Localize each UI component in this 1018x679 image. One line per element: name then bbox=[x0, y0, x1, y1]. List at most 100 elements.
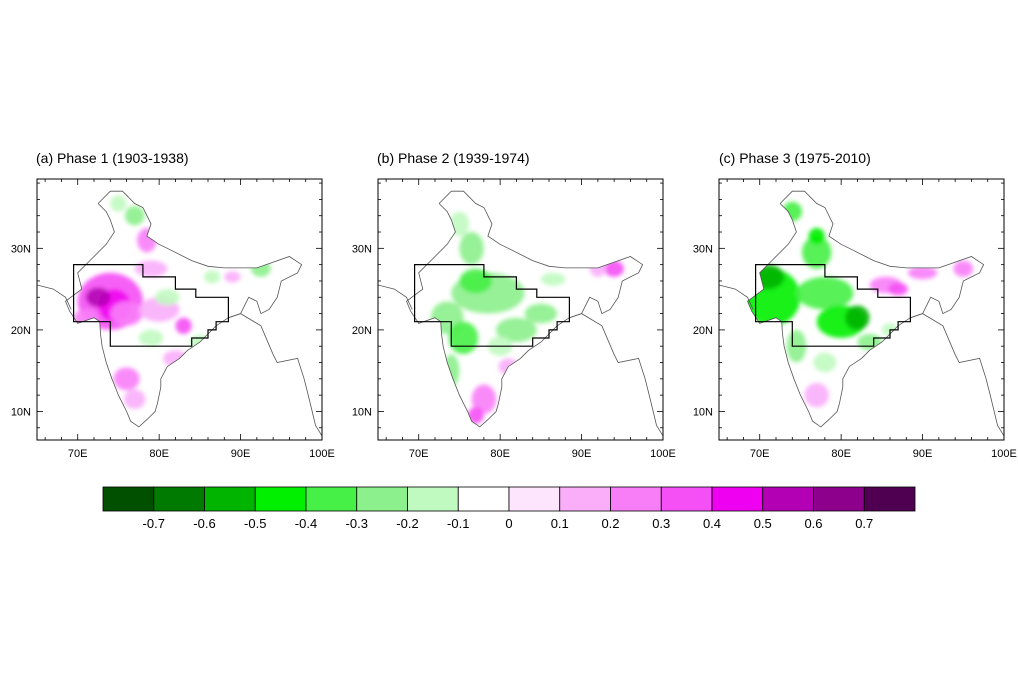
colorbar-label: -0.4 bbox=[295, 516, 317, 531]
lon-tick-label: 70E bbox=[68, 448, 88, 460]
lon-tick-label: 70E bbox=[409, 448, 429, 460]
colorbar-swatch bbox=[762, 486, 814, 512]
lat-tick-label: 10N bbox=[11, 406, 31, 418]
lat-tick-label: 10N bbox=[693, 406, 713, 418]
colorbar-swatch bbox=[102, 486, 155, 512]
anomaly-patch bbox=[907, 266, 938, 280]
anomaly-patch bbox=[467, 407, 484, 424]
colorbar-label: 0 bbox=[505, 516, 512, 531]
colorbar-swatch bbox=[559, 486, 611, 512]
anomaly-patch bbox=[175, 317, 192, 334]
colorbar-swatch bbox=[153, 486, 205, 512]
lat-tick-label: 30N bbox=[11, 243, 31, 255]
anomaly-patch bbox=[85, 287, 111, 308]
lon-tick-label: 80E bbox=[490, 448, 510, 460]
colorbar-swatch bbox=[610, 486, 662, 512]
lon-tick-label: 90E bbox=[913, 448, 933, 460]
lon-tick-label: 90E bbox=[231, 448, 251, 460]
anomaly-patch bbox=[110, 301, 143, 326]
panel-title: (c) Phase 3 (1975-2010) bbox=[719, 150, 871, 166]
coastline-west bbox=[718, 284, 754, 310]
anomaly-patch bbox=[804, 382, 829, 408]
panel-title: (a) Phase 1 (1903-1938) bbox=[36, 150, 189, 166]
colorbar-label: -0.6 bbox=[193, 516, 215, 531]
anomaly-patch bbox=[808, 227, 825, 245]
anomaly-patch bbox=[802, 236, 832, 269]
lat-tick-label: 20N bbox=[693, 325, 713, 337]
anomaly-patch bbox=[540, 272, 566, 286]
anomaly-patch bbox=[953, 260, 974, 277]
map-frame bbox=[718, 178, 1005, 441]
anomaly-patch bbox=[138, 329, 164, 347]
colorbar-label: -0.3 bbox=[346, 516, 368, 531]
colorbar-label: 0.7 bbox=[855, 516, 873, 531]
map-phase-3: 10N 20N 30N 70E 80E 90E 100E bbox=[693, 178, 1017, 460]
coastline-west bbox=[377, 284, 413, 310]
map-frame bbox=[377, 178, 664, 441]
lon-tick-label: 100E bbox=[991, 448, 1017, 460]
colorbar-swatch bbox=[305, 486, 358, 512]
anomaly-patch bbox=[124, 205, 145, 226]
colorbar-label: -0.2 bbox=[396, 516, 418, 531]
anomaly-patch bbox=[124, 389, 146, 410]
colorbar-swatch bbox=[508, 486, 561, 512]
anomaly-patch bbox=[155, 289, 180, 306]
axis-ticks bbox=[719, 179, 1005, 440]
coastline-east bbox=[228, 313, 323, 437]
anomaly-patch bbox=[524, 303, 558, 324]
coastline-east bbox=[569, 313, 664, 437]
lat-tick-label: 20N bbox=[352, 325, 372, 337]
coastline bbox=[747, 190, 985, 428]
colorbar-label: 0.4 bbox=[703, 516, 721, 531]
anomaly-patch bbox=[604, 260, 624, 277]
lon-tick-label: 80E bbox=[149, 448, 169, 460]
axis-ticks bbox=[37, 179, 323, 440]
anomaly-patch bbox=[471, 384, 497, 414]
colorbar-swatch bbox=[204, 486, 256, 512]
colorbar-label: 0.6 bbox=[804, 516, 822, 531]
map-phase-1: 10N 20N 30N 70E 80E 90E 100E bbox=[11, 178, 335, 460]
anomaly-patch bbox=[110, 195, 127, 212]
colorbar-swatch bbox=[863, 486, 916, 512]
colorbar-swatch bbox=[457, 486, 510, 512]
lat-tick-label: 30N bbox=[352, 243, 372, 255]
lat-tick-label: 20N bbox=[11, 325, 31, 337]
coastline-east bbox=[910, 313, 1005, 437]
colorbar-label: -0.7 bbox=[143, 516, 165, 531]
colorbar: -0.7 -0.6 -0.5 -0.4 -0.3 -0.2 -0.1 0 0.1 0.2 0.3 0.… bbox=[102, 486, 916, 531]
colorbar-swatch bbox=[254, 486, 307, 512]
colorbar-swatch bbox=[407, 486, 459, 512]
anomaly-patch bbox=[845, 305, 870, 330]
axis-ticks bbox=[378, 179, 664, 440]
colorbar-label: -0.5 bbox=[244, 516, 266, 531]
anomaly-patch bbox=[459, 232, 484, 265]
colorbar-label: -0.1 bbox=[447, 516, 469, 531]
lat-tick-label: 30N bbox=[693, 243, 713, 255]
lat-tick-label: 10N bbox=[352, 406, 372, 418]
colorbar-label: 0.1 bbox=[551, 516, 569, 531]
core-region-outline bbox=[754, 264, 912, 347]
panel-title: (b) Phase 2 (1939-1974) bbox=[377, 150, 530, 166]
lon-tick-label: 100E bbox=[650, 448, 676, 460]
lon-tick-label: 80E bbox=[831, 448, 851, 460]
lon-tick-label: 100E bbox=[309, 448, 335, 460]
map-phase-2: 10N 20N 30N 70E 80E 90E 100E bbox=[352, 178, 676, 460]
anomaly-patch bbox=[796, 276, 854, 310]
anomaly-patch bbox=[813, 352, 837, 373]
colorbar-label: 0.5 bbox=[754, 516, 772, 531]
colorbar-label: 0.2 bbox=[601, 516, 619, 531]
colorbar-swatch bbox=[660, 486, 713, 512]
anomaly-patch bbox=[224, 271, 241, 283]
coastline bbox=[65, 190, 303, 428]
colorbar-swatch bbox=[813, 486, 865, 512]
colorbar-swatch bbox=[356, 486, 408, 512]
coastline bbox=[406, 190, 644, 428]
core-region-outline bbox=[72, 264, 229, 347]
colorbar-label: 0.3 bbox=[652, 516, 670, 531]
lon-tick-label: 70E bbox=[750, 448, 770, 460]
coastline-west bbox=[36, 284, 72, 310]
lon-tick-label: 90E bbox=[572, 448, 592, 460]
anomaly-patch bbox=[204, 270, 221, 284]
anomaly-patch bbox=[888, 282, 908, 296]
anomaly-patch bbox=[496, 317, 537, 343]
